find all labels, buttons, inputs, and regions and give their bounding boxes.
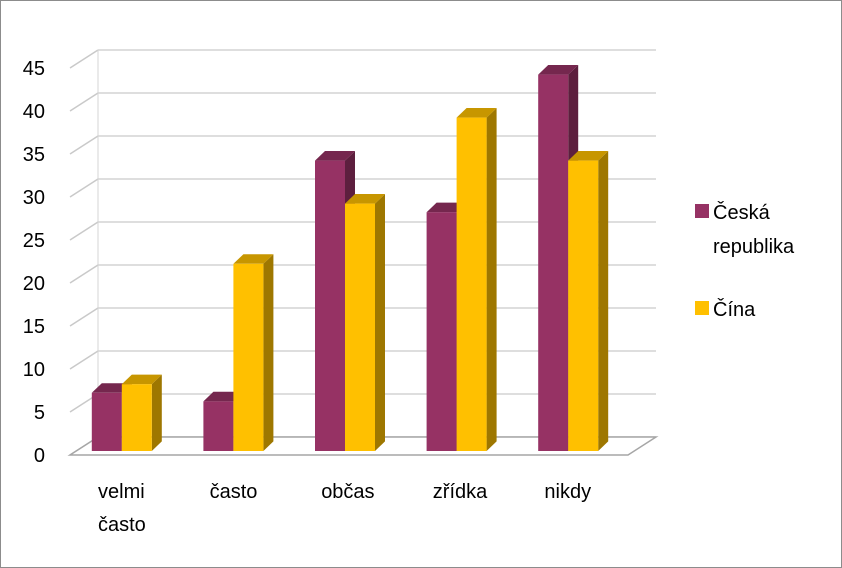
gridline-slant (69, 221, 99, 241)
legend-item: Česká republika (695, 201, 795, 258)
bar-cina (456, 108, 497, 451)
y-tick-label: 45 (23, 58, 45, 80)
y-tick-label: 10 (23, 359, 45, 381)
x-category-label: velmi často (98, 481, 146, 536)
bar-front (345, 203, 375, 451)
bar-top (233, 254, 274, 264)
bar-cina (568, 151, 609, 451)
bar-cina (121, 374, 162, 451)
bar-front (121, 384, 152, 451)
bar-side (375, 194, 385, 451)
bar-top (121, 374, 162, 385)
legend-swatch (695, 204, 709, 218)
y-tick-label: 25 (23, 230, 45, 252)
bar-side (263, 254, 274, 451)
x-category-label: nikdy (544, 481, 591, 503)
y-tick-label: 40 (23, 101, 45, 123)
legend-label: Čína (713, 298, 756, 321)
x-category-label: občas (321, 481, 374, 503)
bar-top (538, 65, 579, 75)
bar-cina (345, 194, 385, 451)
gridline-slant (69, 135, 99, 155)
bar-cina (233, 254, 274, 451)
bar-front (91, 392, 122, 451)
y-tick-label: 0 (34, 445, 45, 467)
bar-side (486, 108, 497, 451)
bar-front (456, 117, 487, 451)
legend-swatch (695, 301, 709, 315)
gridline-slant (69, 307, 99, 327)
bar-front (426, 212, 457, 451)
x-category-label: zřídka (433, 481, 488, 503)
bar-side (598, 151, 609, 451)
gridline-slant (69, 92, 99, 112)
gridline-slant (69, 178, 99, 198)
bar-front (568, 160, 599, 451)
bar-front (203, 401, 234, 451)
bar-front (233, 263, 264, 451)
gridline-slant (69, 350, 99, 370)
y-tick-label: 15 (23, 316, 45, 338)
bar-side (151, 374, 162, 451)
gridline-slant (69, 264, 99, 284)
y-tick-label: 30 (23, 187, 45, 209)
bar-front (315, 160, 345, 451)
legend-item: Čína (695, 298, 756, 321)
bar-top (315, 151, 355, 161)
legend-label: Česká republika (713, 201, 795, 258)
y-tick-label: 20 (23, 273, 45, 295)
bar-front (538, 74, 569, 451)
bar-top (568, 151, 609, 161)
bar-top (345, 194, 385, 204)
x-category-label: často (210, 481, 258, 503)
y-tick-label: 5 (34, 402, 45, 424)
y-tick-label: 35 (23, 144, 45, 166)
bar-top (456, 108, 497, 118)
gridline-slant (69, 49, 99, 69)
